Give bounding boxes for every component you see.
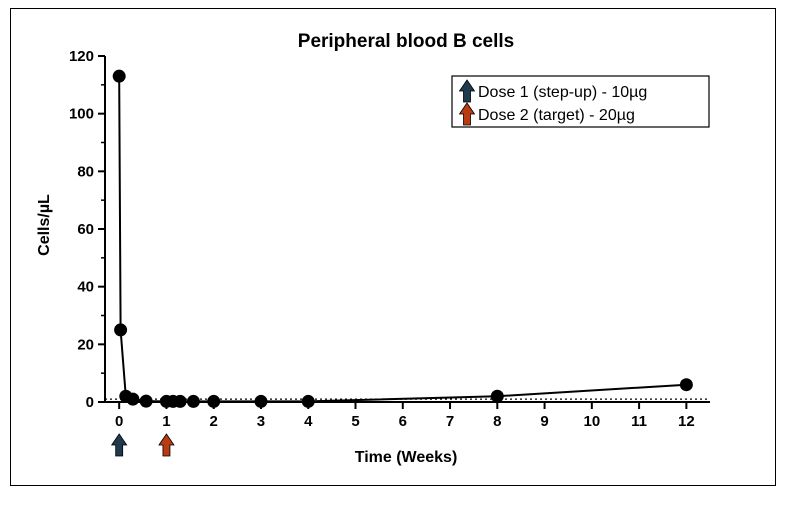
x-tick-label: 3 xyxy=(257,413,265,430)
x-tick-label: 9 xyxy=(540,413,548,430)
y-tick-label: 120 xyxy=(69,48,94,65)
series xyxy=(112,69,693,408)
x-tick-label: 12 xyxy=(678,413,695,430)
x-tick-label: 10 xyxy=(583,413,600,430)
x-tick-label: 6 xyxy=(399,413,407,430)
data-point xyxy=(207,394,221,408)
data-point xyxy=(490,389,504,403)
x-tick-label: 0 xyxy=(115,413,123,430)
legend-box xyxy=(451,75,710,128)
chart-title: Peripheral blood B cells xyxy=(298,31,514,52)
legend-label: Dose 1 (step-up) - 10µg xyxy=(478,84,647,101)
x-ticks: 0 1 2 3 4 5 6 7 8 9 10 11 12 xyxy=(115,402,695,430)
legend-arrow-icon xyxy=(458,102,476,126)
data-point xyxy=(679,378,693,392)
data-point xyxy=(186,394,200,408)
dose-arrow-icon xyxy=(158,433,175,457)
data-point xyxy=(254,394,268,408)
x-tick-label: 7 xyxy=(446,413,454,430)
legend: Dose 1 (step-up) - 10µg Dose 2 (target) -… xyxy=(451,75,710,128)
y-tick-label: 60 xyxy=(77,221,94,238)
y-tick-label: 40 xyxy=(77,279,94,296)
data-point xyxy=(139,394,153,408)
y-axis-label: Cells/µL xyxy=(36,194,53,256)
dose-markers xyxy=(110,433,175,457)
data-point xyxy=(126,392,140,406)
legend-label: Dose 2 (target) - 20µg xyxy=(478,107,635,124)
data-point xyxy=(301,394,315,408)
legend-arrow-icon xyxy=(458,79,476,103)
x-tick-label: 2 xyxy=(210,413,218,430)
chart-frame xyxy=(10,8,776,486)
dose-arrow-icon xyxy=(110,433,128,457)
x-tick-label: 11 xyxy=(631,413,647,430)
y-tick-label: 80 xyxy=(77,163,94,180)
y-tick-label: 100 xyxy=(69,106,94,123)
x-tick-label: 5 xyxy=(351,413,359,430)
y-tick-label: 20 xyxy=(77,336,94,353)
data-point xyxy=(173,394,187,408)
y-tick-label: 0 xyxy=(86,394,94,411)
x-axis-label: Time (Weeks) xyxy=(355,449,458,466)
data-point xyxy=(112,69,126,83)
data-point xyxy=(114,323,128,337)
y-ticks: 0 20 40 60 80 100 120 xyxy=(69,48,105,411)
x-tick-label: 1 xyxy=(162,413,170,430)
x-tick-label: 8 xyxy=(493,413,501,430)
x-tick-label: 4 xyxy=(304,413,313,430)
